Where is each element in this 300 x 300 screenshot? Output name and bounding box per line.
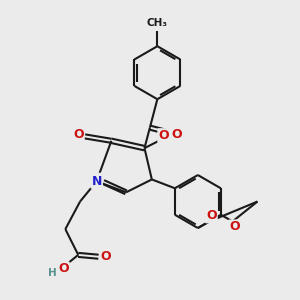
Text: O: O (100, 250, 111, 263)
Text: O: O (91, 174, 102, 187)
Text: N: N (92, 175, 102, 188)
Text: O: O (73, 128, 83, 141)
Text: O: O (229, 220, 240, 233)
Text: O: O (206, 209, 217, 222)
Text: O: O (158, 129, 169, 142)
Text: H: H (170, 130, 179, 141)
Text: CH₃: CH₃ (147, 18, 168, 28)
Text: O: O (58, 262, 69, 275)
Text: O: O (171, 128, 181, 141)
Text: H: H (48, 268, 57, 278)
